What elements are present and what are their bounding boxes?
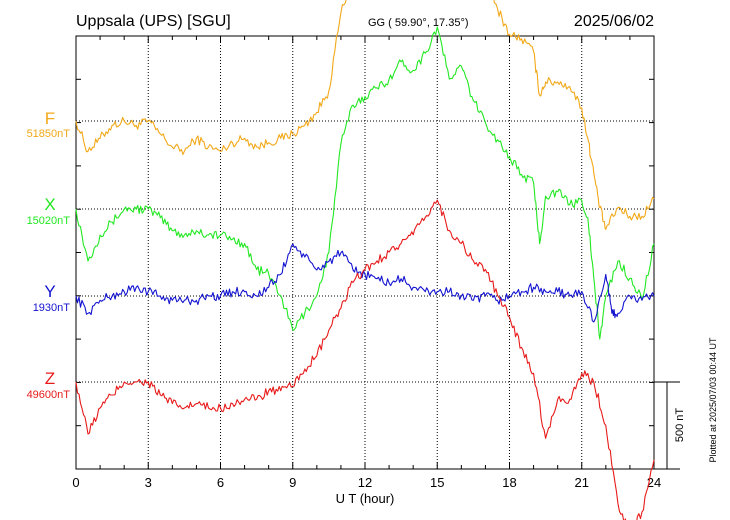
series-lines	[75, 0, 655, 520]
x-tick-label: 0	[72, 475, 79, 490]
series-line-f	[75, 0, 655, 230]
x-tick-label: 18	[502, 475, 516, 490]
scale-bar-label: 500 nT	[674, 408, 686, 443]
series-name-z: Z	[45, 369, 55, 388]
series-name-x: X	[44, 195, 55, 214]
series-baselines	[76, 120, 654, 383]
series-line-y	[75, 243, 655, 323]
station-title: Uppsala (UPS) [SGU]	[76, 13, 231, 30]
x-tick-label: 3	[145, 475, 152, 490]
x-axis-title: U T (hour)	[336, 491, 395, 506]
series-baseline-f: 51850nT	[27, 128, 71, 140]
x-tick-label: 24	[647, 475, 661, 490]
grid-lines	[147, 36, 583, 469]
series-baseline-x: 15020nT	[27, 215, 71, 227]
series-line-x	[75, 26, 655, 340]
series-line-z	[75, 199, 655, 520]
plotted-at-note: Plotted at 2025/07/03 00:44 UT	[708, 337, 718, 463]
axis-ticks	[75, 35, 655, 470]
series-baseline-y: 1930nT	[33, 302, 71, 314]
x-tick-label: 15	[430, 475, 444, 490]
x-tick-label: 12	[358, 475, 372, 490]
coordinates-label: GG ( 59.90°, 17.35°)	[368, 17, 469, 29]
x-tick-label: 21	[575, 475, 589, 490]
series-name-y: Y	[44, 282, 55, 301]
x-tick-label: 9	[289, 475, 296, 490]
series-baseline-z: 49600nT	[27, 389, 71, 401]
x-tick-labels: 0 3 6 9 12 15 18 21 24	[72, 475, 661, 490]
x-tick-label: 6	[217, 475, 224, 490]
date-label: 2025/06/02	[574, 13, 654, 30]
series-name-f: F	[45, 109, 55, 128]
